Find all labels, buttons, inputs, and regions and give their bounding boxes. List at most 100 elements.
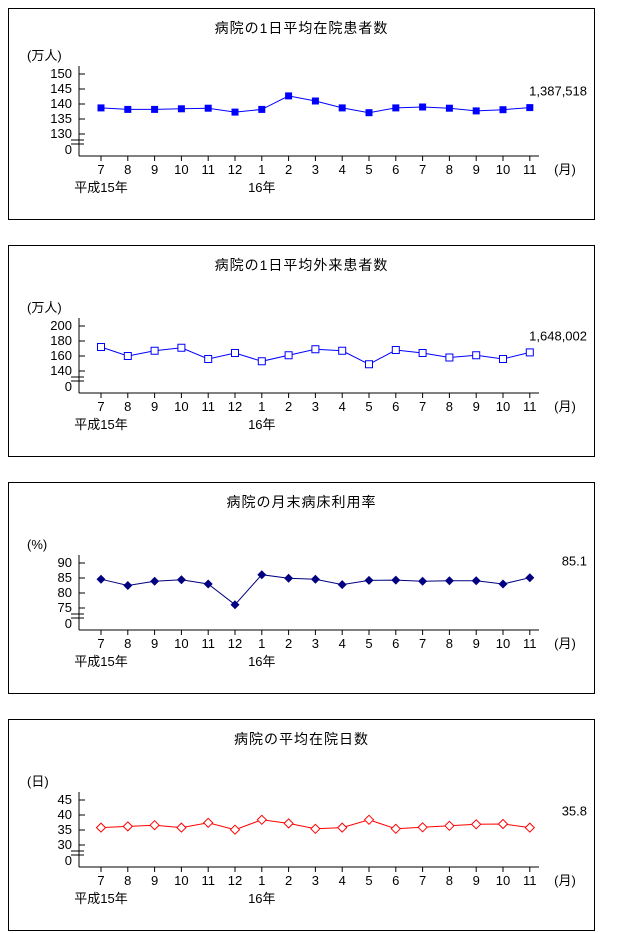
y-tick-label: 35 [58,822,72,837]
data-point [364,575,374,585]
data-point [258,105,266,113]
month-label: 9 [151,636,158,651]
chart-panel-bed-occupancy-rate: 病院の月末病床利用率 (%) 90 85 80 75 0 7 8 9 10 11 12 1 2 3 4 5 6 7 8… [8,482,595,694]
month-label: 10 [496,399,510,414]
data-point [472,351,481,360]
month-label: 2 [285,873,292,888]
month-label: 7 [97,873,104,888]
data-point [363,814,375,826]
y-zero-label: 0 [65,379,72,394]
y-axis-unit-label: (%) [27,537,47,552]
y-tick-label: 45 [58,792,72,807]
data-point [338,346,347,355]
month-label: 1 [258,162,265,177]
y-tick-label: 180 [50,333,72,348]
y-zero-label: 0 [65,142,72,157]
data-point [310,823,321,835]
latest-value-annotation: 85.1 [562,554,587,569]
y-tick-label: 130 [50,126,72,141]
data-point [176,822,187,833]
y-tick-label: 135 [50,111,72,126]
month-label: 9 [473,873,480,888]
data-point [257,357,266,366]
data-point [365,109,373,117]
data-point [337,580,347,590]
month-label: 10 [496,636,510,651]
month-label: 8 [124,399,131,414]
month-label: 5 [365,399,372,414]
y-axis-unit-label: (万人) [27,300,62,315]
data-point [97,343,105,351]
y-tick-label: 40 [58,807,72,822]
month-label: 6 [392,399,399,414]
data-point [177,343,186,352]
month-label: 7 [97,399,104,414]
data-point [231,349,239,357]
data-point [311,345,320,354]
data-point [123,581,133,590]
y-tick-label: 145 [50,81,72,96]
data-point [391,575,401,585]
month-label: 11 [201,399,215,414]
month-label: 5 [365,873,372,888]
month-label: 7 [419,399,426,414]
data-point [472,107,480,115]
data-point [471,576,481,586]
data-point [204,355,213,363]
latest-value-annotation: 1,648,002 [529,328,587,343]
y-tick-label: 140 [50,96,72,111]
latest-value-annotation: 1,387,518 [529,84,587,99]
month-label: 1 [258,399,265,414]
data-point [524,822,536,833]
month-label: 4 [339,873,346,888]
month-label: 9 [151,399,158,414]
month-label: 7 [419,636,426,651]
data-point [419,103,427,111]
data-point [391,346,400,354]
month-label: 10 [174,873,188,888]
data-point [256,814,268,826]
month-label: 3 [312,873,319,888]
month-label: 6 [392,873,399,888]
data-point [285,92,293,100]
data-point [96,574,106,584]
chart-title: 病院の月末病床利用率 [226,494,377,510]
data-point [229,824,241,835]
month-label: 11 [523,399,537,414]
data-point [525,573,535,583]
month-label: 2 [285,399,292,414]
era-label: 16年 [248,417,275,432]
chart-panel-avg-daily-outpatients: 病院の1日平均外来患者数 (万人) 200 180 160 140 0 7 8 9 10 11 12 1… [8,245,595,457]
y-tick-label: 75 [58,600,72,615]
data-point [444,820,455,832]
month-label: 7 [419,873,426,888]
y-tick-label: 140 [50,363,72,378]
era-label: 16年 [248,180,275,195]
y-tick-label: 200 [50,318,72,333]
month-label: 6 [392,162,399,177]
data-point [338,104,346,112]
month-label: 2 [285,636,292,651]
data-point [151,105,159,113]
x-axis-unit-label: (月) [554,636,576,651]
month-label: 5 [365,162,372,177]
data-point [392,104,400,112]
era-label: 16年 [248,891,275,906]
data-point [97,104,105,112]
month-label: 12 [228,162,242,177]
data-point [417,822,428,833]
month-label: 10 [174,399,188,414]
month-label: 7 [97,636,104,651]
month-label: 2 [285,162,292,177]
era-label: 平成15年 [74,417,127,432]
data-point [497,818,509,830]
data-point [284,351,293,360]
month-label: 10 [496,162,510,177]
data-point [122,821,134,832]
x-axis-unit-label: (月) [554,162,576,177]
data-point [418,576,428,586]
y-axis-unit-label: (万人) [27,48,62,63]
